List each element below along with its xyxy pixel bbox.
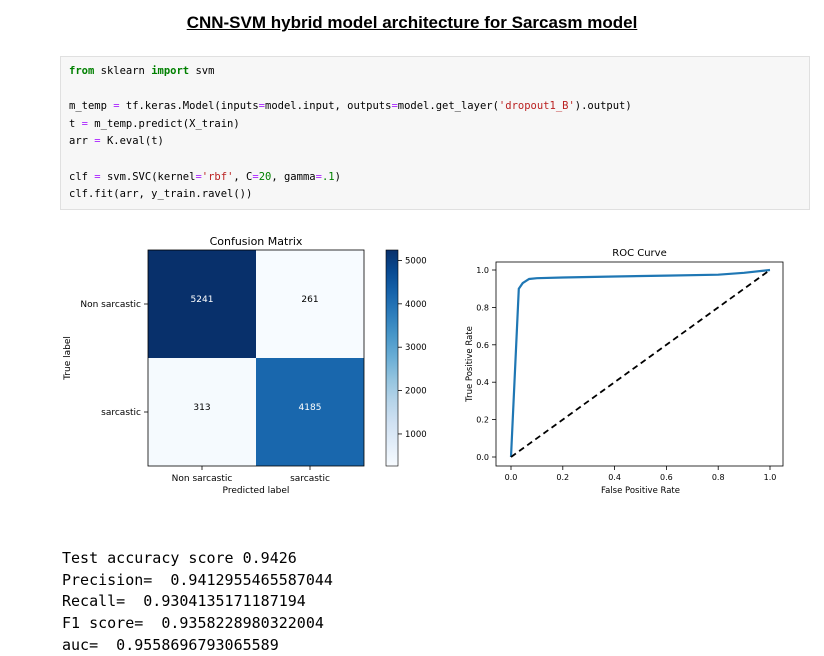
cm-colorbar-label: 3000	[405, 343, 427, 353]
code-token: 20	[258, 170, 272, 183]
cm-cell-label: 261	[301, 295, 318, 305]
code-token: =	[315, 170, 322, 183]
auc-score: auc= 0.9558696793065589	[62, 635, 279, 654]
cm-ytick-label: Non sarcastic	[80, 300, 141, 310]
cm-colorbar-label: 5000	[405, 256, 427, 266]
cm-cell	[148, 250, 256, 358]
code-token: , gamma	[271, 170, 316, 183]
code-token: 'dropout1_B'	[498, 100, 575, 113]
code-token: K.eval(t)	[100, 135, 164, 148]
cm-colorbar-label: 1000	[405, 430, 427, 440]
code-token: model.input, outputs	[265, 100, 392, 113]
code-line-predict: t = m_temp.predict(X_train)	[69, 116, 809, 134]
code-token: svm.SVC(kernel	[100, 170, 196, 183]
cm-cell-label: 5241	[191, 295, 214, 305]
recall-score: Recall= 0.9304135171187194	[62, 592, 306, 611]
cm-xtick-label: Non sarcastic	[172, 474, 233, 484]
cm-colorbar-label: 4000	[405, 300, 427, 310]
f1-score: F1 score= 0.9358228980322004	[62, 614, 324, 633]
cm-cell	[256, 358, 364, 466]
cm-ylabel: True label	[63, 336, 73, 381]
code-token: svm	[189, 65, 215, 77]
accuracy-score: Test accuracy score 0.9426	[62, 549, 297, 567]
cm-ytick-label: sarcastic	[101, 408, 141, 418]
cm-cell	[256, 250, 364, 358]
code-token: =	[391, 100, 398, 113]
cm-xlabel: Predicted label	[223, 486, 290, 496]
code-token: , C	[233, 170, 253, 183]
code-token: from	[69, 65, 95, 77]
cm-frame	[147, 249, 365, 467]
code-token: =	[252, 170, 259, 183]
cm-title: Confusion Matrix	[210, 235, 303, 248]
precision-score: Precision= 0.9412955465587044	[62, 570, 333, 589]
cm-cell-label: 313	[193, 403, 210, 413]
code-token: 'rbf'	[201, 170, 234, 183]
code-token: =	[94, 170, 101, 183]
code-token: t	[69, 117, 82, 130]
code-token: =	[113, 100, 120, 113]
code-token: m_temp	[69, 100, 114, 113]
code-token: .1	[321, 170, 335, 183]
cm-colorbar	[385, 249, 399, 467]
code-token: arr	[69, 135, 95, 148]
code-token: =	[81, 117, 88, 130]
code-token: clf	[69, 170, 95, 183]
code-token: =	[195, 170, 202, 183]
code-token: =	[94, 135, 101, 148]
code-token: tf.keras.Model(inputs	[119, 100, 259, 113]
code-token: clf.fit(arr, y_train.ravel())	[69, 188, 253, 201]
code-token: =	[258, 100, 265, 113]
code-line-eval: arr = K.eval(t)	[69, 133, 809, 151]
code-token: ).output)	[574, 100, 632, 113]
code-token: sklearn	[94, 65, 152, 77]
code-line-model: m_temp = tf.keras.Model(inputs=model.inp…	[69, 98, 809, 116]
code-line-svc: clf = svm.SVC(kernel='rbf', C=20, gamma=…	[69, 169, 809, 187]
code-token: model.get_layer(	[397, 100, 499, 113]
code-cell[interactable]: from sklearn import svm m_temp = tf.kera…	[60, 56, 810, 210]
metrics-output: Test accuracy score 0.9426 Precision= 0.…	[62, 548, 333, 656]
code-token: import	[151, 65, 190, 77]
cm-cell	[148, 358, 256, 466]
code-token: )	[334, 170, 341, 183]
page-title: CNN-SVM hybrid model architecture for Sa…	[186, 13, 638, 32]
cm-colorbar-label: 2000	[405, 387, 427, 397]
code-line-fit: clf.fit(arr, y_train.ravel())	[69, 186, 809, 204]
cm-cell-label: 4185	[299, 403, 322, 413]
cm-xtick-label: sarcastic	[290, 474, 330, 484]
code-token: m_temp.predict(X_train)	[87, 117, 240, 130]
code-line-import: from sklearn import svm	[69, 63, 809, 81]
